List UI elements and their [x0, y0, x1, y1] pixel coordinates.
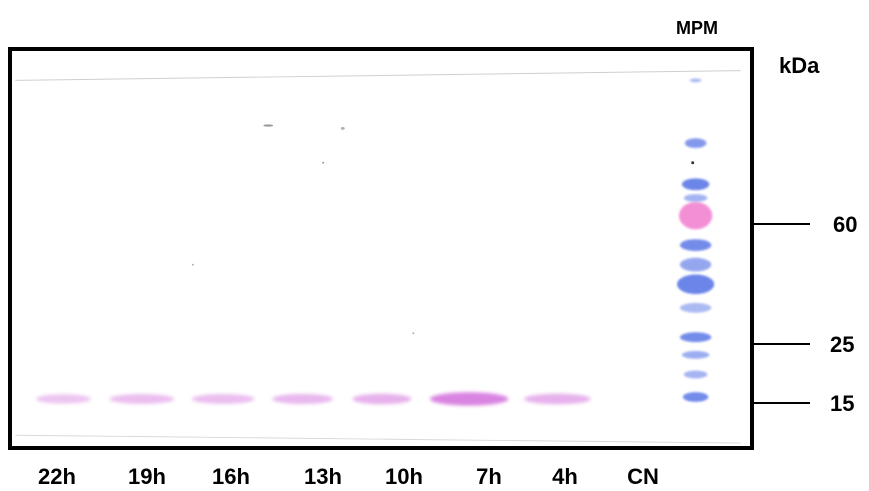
marker-15-tick: [754, 402, 810, 404]
gel-top-edge: [15, 70, 741, 81]
marker-band: [684, 138, 707, 149]
lane-label: CN: [627, 464, 659, 489]
gel-speck: [322, 161, 325, 164]
gel-speck: [191, 263, 194, 266]
marker-band: [681, 178, 710, 191]
marker-25-label: 25: [830, 332, 855, 357]
gel-speck: [412, 332, 415, 335]
marker-band: [681, 350, 710, 359]
sample-band: [272, 393, 333, 405]
marker-lane-label: MPM: [676, 18, 718, 38]
gel-speck: [263, 124, 274, 127]
lane-label: 22h: [38, 464, 76, 489]
sample-band: [430, 392, 509, 406]
gel-bands: [15, 70, 741, 444]
marker-60-tick: [754, 223, 810, 225]
gel-speck: [691, 161, 695, 165]
sample-bands-group: [35, 392, 591, 406]
marker-band: [683, 194, 708, 202]
lane-label: 13h: [304, 464, 342, 489]
gel-speck: [340, 126, 345, 130]
sample-band: [524, 393, 591, 405]
marker-band: [679, 257, 712, 272]
unit-label: kDa: [779, 53, 820, 78]
marker-band: [679, 302, 712, 313]
sample-band: [191, 394, 255, 404]
sample-band: [35, 394, 91, 404]
marker-band: [679, 239, 712, 251]
marker-60-label: 60: [833, 212, 858, 237]
gel-bottom-edge: [15, 434, 741, 444]
marker-band: [689, 78, 702, 83]
marker-25-tick: [754, 343, 810, 345]
lane-label: 7h: [476, 464, 502, 489]
lane-label: 19h: [128, 464, 166, 489]
marker-band: [683, 370, 708, 379]
sample-band: [109, 394, 175, 404]
lane-label: 10h: [385, 464, 423, 489]
lane-label: 16h: [212, 464, 250, 489]
sample-band: [352, 393, 412, 405]
gel-image: [8, 47, 754, 450]
marker-band: [678, 201, 713, 230]
lane-label: 4h: [552, 464, 578, 489]
marker-band: [679, 332, 712, 343]
marker-band: [682, 392, 709, 402]
marker-band: [677, 274, 715, 295]
marker-ladder-group: [677, 78, 715, 402]
marker-15-label: 15: [830, 391, 855, 416]
